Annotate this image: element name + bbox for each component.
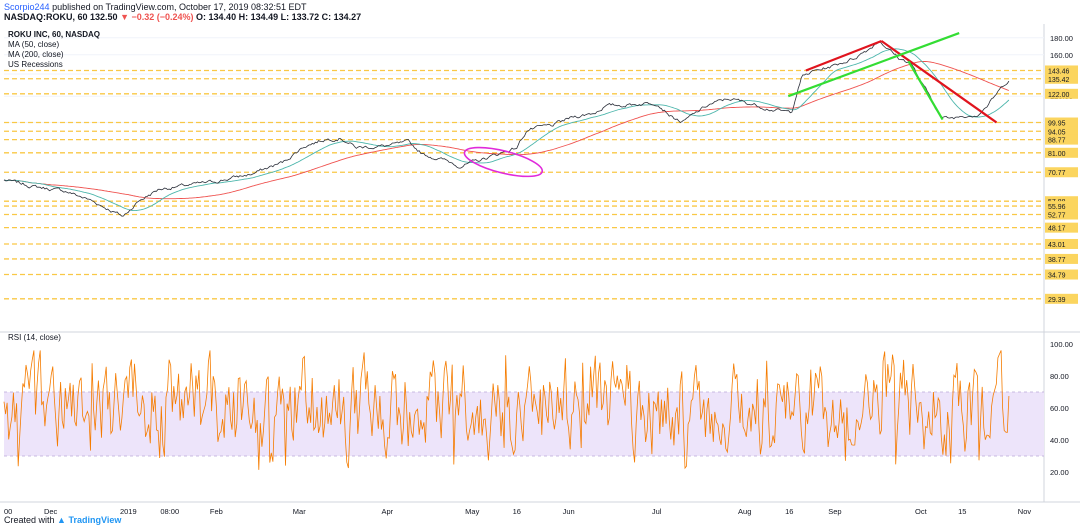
level-label-bg [1045,253,1078,264]
breakout-ellipse [463,146,544,178]
level-label-bg [1045,134,1078,145]
time-tick-label: Jul [652,507,662,516]
legend-ma50[interactable]: MA (50, close) [8,40,60,49]
level-label: 88.77 [1048,138,1066,145]
level-label: 135.42 [1048,77,1070,84]
level-label-bg [1045,65,1078,76]
level-label: 38.77 [1048,257,1066,264]
symbol-line: NASDAQ:ROKU, 60 132.50 ▼ −0.32 (−0.24%) … [4,12,361,22]
time-tick-label: 00 [4,507,12,516]
ma50-line [3,48,1010,212]
symbol-label: NASDAQ:ROKU, 60 [4,12,88,22]
level-label-bg [1045,269,1078,280]
level-label: 48.17 [1048,226,1066,233]
level-label: 29.39 [1048,297,1066,304]
time-tick-label: Apr [381,507,393,516]
legend-ma200[interactable]: MA (200, close) [8,50,64,59]
price-tick-label: 160.00 [1050,51,1073,60]
level-label-bg [1045,126,1078,137]
level-label-bg [1045,238,1078,249]
time-tick-label: Aug [738,507,751,516]
footer: Created with ▲ TradingView [4,515,121,525]
trend-line [787,32,960,98]
chart-svg[interactable]: 180.00160.00140.00120.00100.00143.46135.… [0,24,1080,519]
level-label-bg [1045,73,1078,84]
rsi-tick-label: 80.00 [1050,372,1069,381]
level-label-bg [1045,293,1078,304]
ma200-line [3,60,1010,200]
rsi-legend-title[interactable]: RSI (14, close) [8,333,61,342]
trend-line [805,39,882,72]
time-tick-label: Nov [1018,507,1032,516]
footer-brand[interactable]: TradingView [68,515,122,525]
level-label-bg [1045,209,1078,220]
time-tick-label: Oct [915,507,928,516]
level-label-bg [1045,147,1078,158]
level-label: 143.46 [1048,68,1070,75]
chart-area[interactable]: 180.00160.00140.00120.00100.00143.46135.… [0,24,1080,519]
price-change: ▼ −0.32 (−0.24%) [120,12,194,22]
rsi-tick-label: 20.00 [1050,468,1069,477]
ohlc-values: O: 134.40 H: 134.49 L: 133.72 C: 134.27 [196,12,362,22]
level-label-bg [1045,88,1078,99]
level-label-bg [1045,201,1078,212]
level-label: 99.95 [1048,121,1066,128]
level-label-bg [1045,222,1078,233]
price-line [3,41,1010,217]
rsi-tick-label: 60.00 [1050,404,1069,413]
rsi-legend: RSI (14, close) [8,333,61,343]
trend-line [880,40,998,124]
time-tick-label: 16 [785,507,793,516]
time-tick-label: 08:00 [160,507,179,516]
publish-text: published on TradingView.com, October 17… [52,2,307,12]
level-label-bg [1045,167,1078,178]
time-tick-label: May [465,507,479,516]
tradingview-logo-icon: ▲ [57,515,66,525]
time-tick-label: Jun [563,507,575,516]
level-label: 55.96 [1048,204,1066,211]
author-link[interactable]: Scorpio244 [4,2,50,12]
time-tick-label: Dec [44,507,58,516]
time-tick-label: Feb [210,507,223,516]
level-label: 34.79 [1048,273,1066,280]
level-label: 122.00 [1048,92,1070,99]
level-label: 94.05 [1048,129,1066,136]
chart-legend: ROKU INC, 60, NASDAQ MA (50, close) MA (… [8,30,100,70]
rsi-tick-label: 100.00 [1050,340,1073,349]
price-tick-label: 180.00 [1050,34,1073,43]
level-label: 43.01 [1048,242,1066,249]
time-tick-label: 16 [513,507,521,516]
level-label-bg [1045,117,1078,128]
level-label: 52.77 [1048,213,1066,220]
legend-recessions[interactable]: US Recessions [8,60,63,69]
rsi-line [3,350,1010,470]
time-tick-label: Mar [293,507,306,516]
rsi-tick-label: 40.00 [1050,436,1069,445]
legend-title: ROKU INC, 60, NASDAQ [8,30,101,39]
publish-line: Scorpio244 published on TradingView.com,… [4,2,307,12]
trend-line [907,60,944,121]
level-label: 70.77 [1048,170,1066,177]
footer-created: Created with [4,515,55,525]
time-tick-label: 15 [958,507,966,516]
time-tick-label: Sep [828,507,841,516]
last-price: 132.50 [90,12,118,22]
level-label: 81.00 [1048,151,1066,158]
time-tick-label: 2019 [120,507,137,516]
